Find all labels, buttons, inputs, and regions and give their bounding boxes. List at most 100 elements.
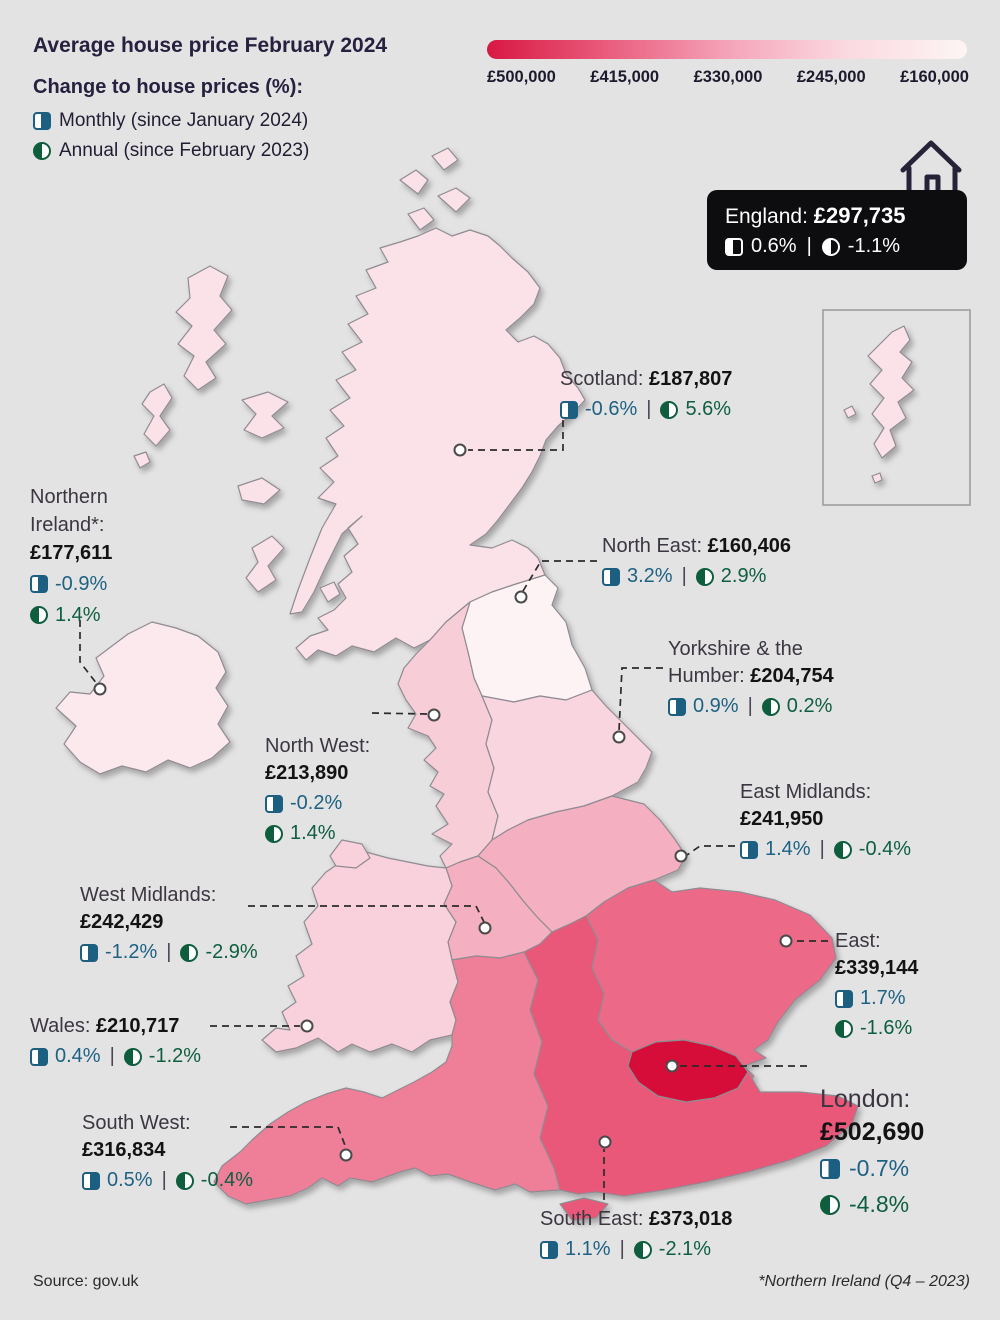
monthly-half-square-icon [835, 989, 853, 1008]
region-name: West Midlands: [80, 884, 217, 906]
region-label-london: London: £502,690 -0.7% -4.8% [820, 1083, 924, 1221]
shetland-inset-box [822, 309, 971, 506]
marker-scotland [453, 443, 467, 457]
annual-half-circle-icon [180, 943, 199, 962]
region-name: North West: [265, 735, 371, 757]
annual-value: -2.1% [658, 1238, 712, 1260]
page-title: Average house price February 2024 [33, 34, 388, 57]
annual-value: 2.9% [720, 565, 767, 587]
island-isle-of-wight [559, 1197, 609, 1221]
region-name: Ireland*: [30, 514, 105, 536]
monthly-value: 0.4% [55, 1045, 101, 1067]
color-scale-labels: £500,000 £415,000 £330,000 £245,000 £160… [487, 68, 969, 87]
england-callout: England: £297,735 0.6% | -1.1% [707, 190, 967, 270]
region-shape-london [627, 1039, 749, 1103]
annual-half-circle-icon [265, 824, 283, 843]
annual-value: -1.2% [148, 1045, 202, 1067]
monthly-half-square-icon [725, 237, 743, 256]
separator: | [681, 565, 687, 587]
island-uist [141, 383, 173, 447]
island-orkney-3 [437, 187, 471, 213]
monthly-value: 1.4% [765, 838, 811, 860]
scale-tick: £245,000 [796, 68, 866, 86]
region-shape-northern-ireland [55, 621, 231, 775]
island-shetland [867, 325, 915, 459]
region-price: £204,754 [750, 665, 834, 687]
island-arran [319, 581, 341, 603]
monthly-half-square-icon [30, 1047, 48, 1066]
annual-half-circle-icon [30, 606, 48, 624]
region-price: £242,429 [80, 911, 164, 933]
region-label-north-west: North West: £213,890 -0.2% 1.4% [265, 733, 370, 847]
annual-half-circle-icon [660, 400, 679, 419]
monthly-value: 1.7% [860, 987, 906, 1009]
house-icon [900, 140, 962, 196]
region-price: £160,406 [707, 535, 792, 557]
connector-west-midlands [248, 905, 485, 923]
monthly-half-square-icon [668, 697, 686, 716]
monthly-value: -0.2% [290, 792, 343, 814]
separator: | [819, 838, 825, 860]
region-label-west-midlands: West Midlands: £242,429 -1.2% | -2.9% [80, 882, 258, 966]
island-orkney-2 [431, 147, 459, 171]
england-monthly: 0.6% [751, 235, 797, 257]
region-label-south-west: South West: £316,834 0.5% | -0.4% [82, 1110, 253, 1194]
marker-east-midlands [674, 849, 688, 863]
annual-half-circle-icon [821, 237, 840, 256]
annual-half-circle-icon [835, 1019, 853, 1038]
region-label-scotland: Scotland: £187,807 -0.6% | 5.6% [560, 366, 732, 423]
region-name: East Midlands: [740, 781, 872, 803]
island-barra [133, 451, 151, 469]
color-scale-bar [487, 40, 967, 59]
legend-heading: Change to house prices (%): [33, 76, 304, 98]
connector-yorkshire [618, 667, 663, 732]
island-orkney-4 [407, 207, 435, 231]
region-price: £187,807 [648, 368, 733, 390]
separator: | [646, 398, 652, 420]
island-lewis [175, 265, 233, 391]
legend-monthly: Monthly (since January 2024) [33, 110, 308, 132]
connector-scotland [468, 420, 564, 451]
region-name: Scotland: [560, 368, 644, 390]
source-text: Source: gov.uk [33, 1273, 139, 1290]
england-annual: -1.1% [847, 235, 901, 257]
annual-value: -4.8% [849, 1191, 910, 1217]
separator: | [619, 1238, 625, 1260]
region-shape-north-west [397, 601, 499, 869]
marker-london [665, 1059, 679, 1073]
annual-value: 1.4% [290, 822, 336, 844]
region-label-yorkshire: Yorkshire & the Humber: £204,754 0.9% | … [668, 636, 834, 720]
connector-north-east [522, 560, 597, 592]
annual-half-circle-icon [695, 567, 714, 586]
annual-value: -1.6% [860, 1017, 913, 1039]
separator: | [806, 235, 812, 257]
region-name: South East: [540, 1208, 644, 1230]
annual-value: 5.6% [685, 398, 732, 420]
marker-northern-ireland [93, 682, 107, 696]
marker-north-west [427, 708, 441, 722]
monthly-value: 0.9% [693, 695, 739, 717]
annual-value: -0.4% [200, 1169, 254, 1191]
scale-tick: £160,000 [900, 68, 969, 86]
marker-yorkshire [612, 730, 626, 744]
monthly-half-square-icon [265, 794, 283, 813]
region-shape-scotland [289, 227, 586, 661]
marker-west-midlands [478, 921, 492, 935]
legend-monthly-label: Monthly (since January 2024) [59, 110, 309, 131]
footnote-text: *Northern Ireland (Q4 – 2023) [758, 1273, 970, 1290]
region-shape-wales [261, 851, 459, 1053]
england-pct-row: 0.6% | -1.1% [725, 235, 951, 258]
region-price: £210,717 [95, 1015, 180, 1037]
england-name-price: England: £297,735 [725, 203, 951, 229]
marker-wales [300, 1019, 314, 1033]
region-name: Wales: [30, 1015, 91, 1037]
region-name: London: [820, 1085, 911, 1113]
separator: | [166, 941, 172, 963]
island-mull [237, 477, 281, 505]
region-name: Humber: [668, 665, 745, 687]
island-islay [245, 535, 285, 593]
region-name: North East: [602, 535, 703, 557]
monthly-half-square-icon [820, 1158, 840, 1179]
